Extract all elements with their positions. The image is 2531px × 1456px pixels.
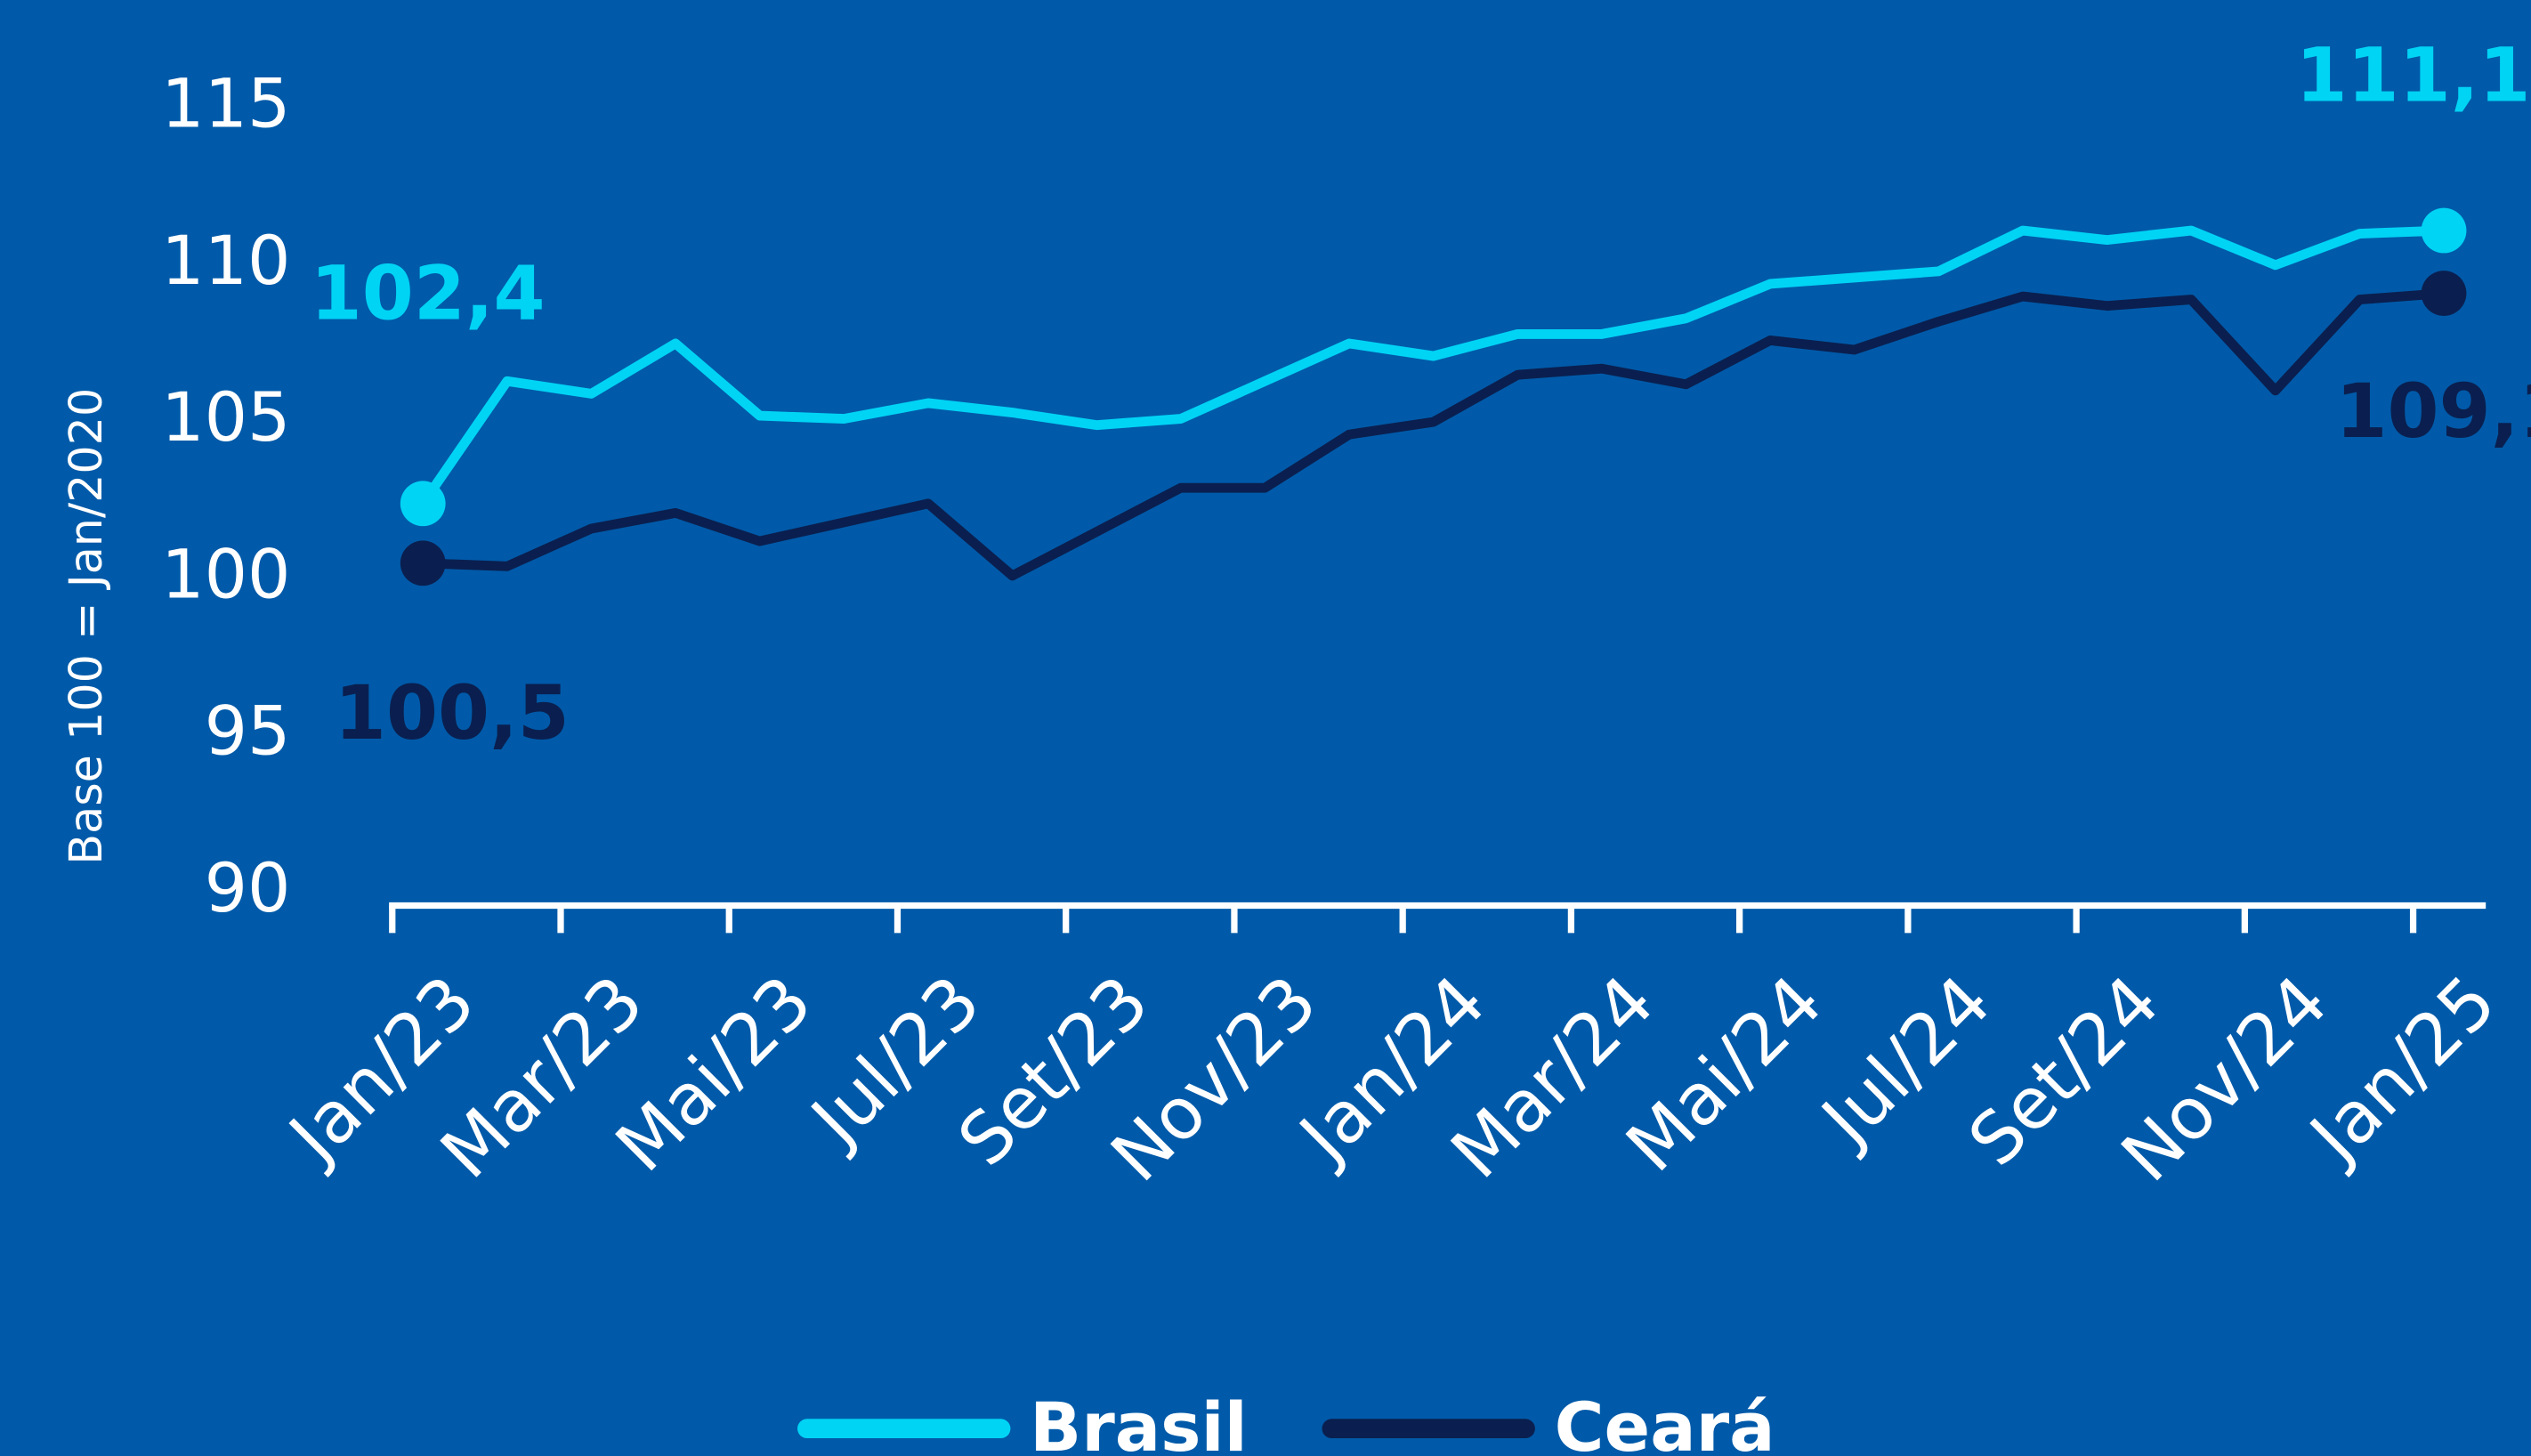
y-tick-label: 100 [161,534,290,613]
endpoint-marker [2421,207,2467,254]
y-tick-label: 110 [161,221,290,300]
value-label: 111,1 [2296,33,2531,119]
series-line [418,225,2445,506]
y-tick-label: 90 [205,848,291,927]
value-label: 109,1 [2336,368,2531,455]
endpoint-marker [400,540,446,586]
endpoint-marker [2421,271,2467,316]
legend-label: Ceará [1555,1387,1775,1456]
value-label: 100,5 [335,670,570,756]
endpoint-marker [400,481,446,527]
value-label: 102,4 [311,250,546,336]
y-tick-label: 115 [161,64,290,143]
y-axis-label: Base 100 = Jan/2020 [60,388,112,865]
series-line [423,288,2445,581]
legend-label: Brasil [1030,1387,1248,1456]
y-tick-label: 105 [161,377,290,457]
y-tick-label: 95 [205,692,291,771]
